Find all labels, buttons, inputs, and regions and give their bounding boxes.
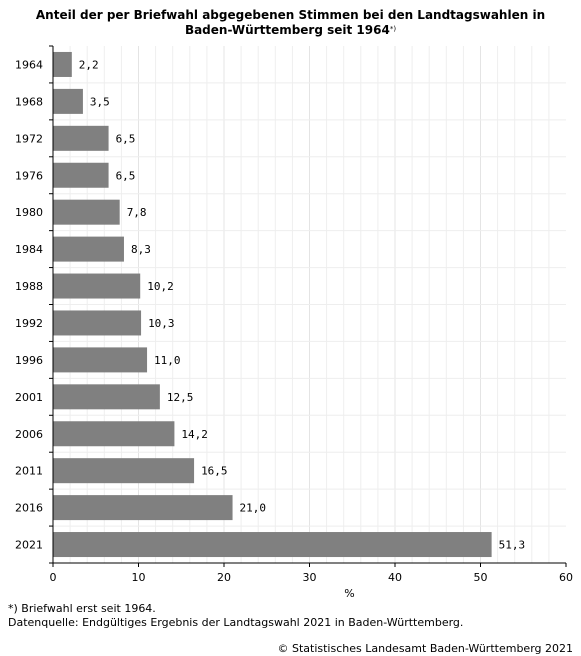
x-tick-label-0: 0 bbox=[50, 571, 57, 584]
x-axis-label: % bbox=[344, 587, 354, 600]
data-label-1980: 7,8 bbox=[127, 206, 147, 219]
category-label-1972: 1972 bbox=[15, 132, 43, 145]
bar-1992 bbox=[53, 310, 142, 336]
data-label-1984: 8,3 bbox=[131, 243, 151, 256]
category-label-1968: 1968 bbox=[15, 95, 43, 108]
bar-1964 bbox=[53, 51, 72, 77]
x-tick-label-20: 20 bbox=[217, 571, 231, 584]
category-label-1988: 1988 bbox=[15, 280, 43, 293]
chart-title-line2-text: Baden-Württemberg seit 1964 bbox=[184, 23, 390, 37]
bar-2001 bbox=[53, 384, 160, 410]
category-label-2006: 2006 bbox=[15, 428, 43, 441]
x-tick-label-60: 60 bbox=[559, 571, 573, 584]
data-label-1996: 11,0 bbox=[154, 354, 181, 367]
bar-2016 bbox=[53, 495, 233, 521]
category-label-1996: 1996 bbox=[15, 354, 43, 367]
category-label-1980: 1980 bbox=[15, 206, 43, 219]
x-tick-label-10: 10 bbox=[132, 571, 146, 584]
chart-title: Anteil der per Briefwahl abgegebenen Sti… bbox=[0, 8, 581, 38]
data-label-1976: 6,5 bbox=[116, 169, 136, 182]
category-label-2001: 2001 bbox=[15, 391, 43, 404]
data-label-2016: 21,0 bbox=[240, 502, 266, 515]
chart-title-line2: Baden-Württemberg seit 1964*) bbox=[0, 23, 581, 38]
category-label-1964: 1964 bbox=[15, 58, 43, 71]
bar-2021 bbox=[53, 532, 492, 558]
data-label-2001: 12,5 bbox=[167, 391, 194, 404]
bar-1968 bbox=[53, 88, 83, 114]
chart-title-line1: Anteil der per Briefwahl abgegebenen Sti… bbox=[35, 8, 546, 22]
x-tick-label-30: 30 bbox=[303, 571, 317, 584]
footnote-text: *) Briefwahl erst seit 1964. bbox=[8, 602, 156, 615]
category-label-2016: 2016 bbox=[15, 502, 43, 515]
data-label-1968: 3,5 bbox=[90, 95, 110, 108]
data-label-1992: 10,3 bbox=[148, 317, 175, 330]
category-label-2021: 2021 bbox=[15, 539, 43, 552]
bar-1976 bbox=[53, 162, 109, 188]
axes bbox=[49, 45, 567, 567]
x-tick-label-40: 40 bbox=[388, 571, 402, 584]
data-label-2021: 51,3 bbox=[499, 539, 526, 552]
bar-1996 bbox=[53, 347, 148, 373]
footnotes: *) Briefwahl erst seit 1964. Datenquelle… bbox=[8, 602, 463, 630]
bar-chart: 1964 2,2 1968 3,5 1972 6,5 1976 6,5 1980 7,8 1984 8… bbox=[15, 45, 573, 600]
bar-1984 bbox=[53, 236, 124, 262]
x-tick-label-50: 50 bbox=[474, 571, 488, 584]
data-source-text: Datenquelle: Endgültiges Ergebnis der La… bbox=[8, 616, 464, 629]
category-label-1984: 1984 bbox=[15, 243, 43, 256]
bar-1972 bbox=[53, 125, 109, 151]
data-label-1972: 6,5 bbox=[116, 132, 136, 145]
labels: 1964 2,2 1968 3,5 1972 6,5 1976 6,5 1980 7,8 1984 8… bbox=[15, 58, 573, 600]
category-label-1976: 1976 bbox=[15, 169, 43, 182]
category-label-2011: 2011 bbox=[15, 465, 43, 478]
data-label-2006: 14,2 bbox=[181, 428, 208, 441]
data-label-1988: 10,2 bbox=[147, 280, 174, 293]
bar-2006 bbox=[53, 421, 175, 447]
footnote-marker: *) bbox=[389, 25, 397, 33]
data-label-1964: 2,2 bbox=[79, 58, 99, 71]
category-label-1992: 1992 bbox=[15, 317, 43, 330]
bars bbox=[53, 51, 492, 558]
grid-lines bbox=[53, 46, 566, 563]
data-label-2011: 16,5 bbox=[201, 465, 228, 478]
bar-1980 bbox=[53, 199, 120, 225]
bar-1988 bbox=[53, 273, 141, 299]
bar-2011 bbox=[53, 458, 195, 484]
copyright-text: © Statistisches Landesamt Baden-Württemb… bbox=[277, 642, 573, 655]
